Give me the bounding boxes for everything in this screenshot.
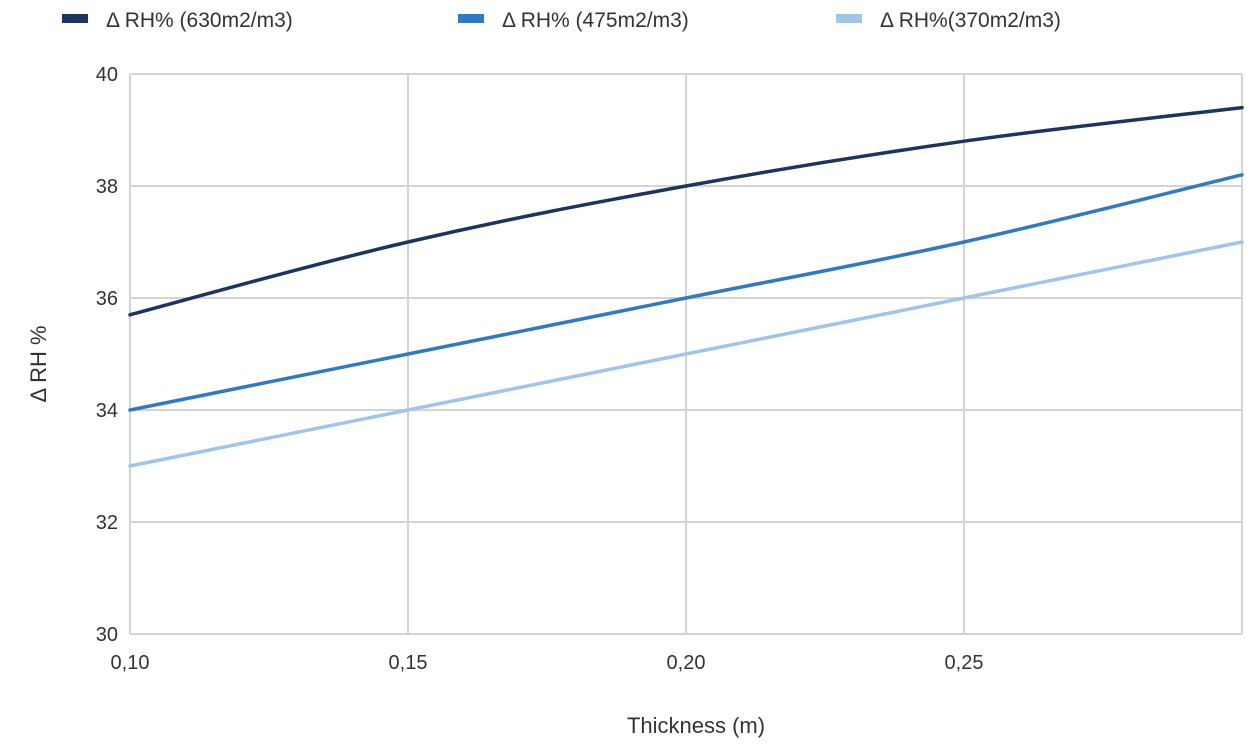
legend-label-3: Δ RH%(370m2/m3) [880,9,1061,32]
series-lines [128,105,1244,468]
y-tick-label: 36 [96,288,118,310]
y-tick-label: 32 [96,512,118,534]
y-tick-label: 34 [96,400,118,422]
series-line-3 [128,240,1244,468]
legend-swatch-3 [836,14,862,23]
legend-label-2: Δ RH% (475m2/m3) [502,9,689,32]
x-tick-label: 0,15 [389,652,428,674]
tick-labels: 30 32 34 36 38 40 0,10 0,15 0,20 0,25 [96,64,984,674]
x-tick-label: 0,20 [667,652,706,674]
x-tick-label: 0,25 [945,652,984,674]
series-line-2 [128,173,1244,412]
legend-swatch-2 [458,14,484,23]
legend-label-1: Δ RH% (630m2/m3) [106,9,293,32]
x-tick-label: 0,10 [111,652,150,674]
y-tick-label: 38 [96,176,118,198]
y-tick-label: 40 [96,64,118,86]
y-axis-title: Δ RH % [26,325,51,402]
legend-swatch-1 [62,14,88,23]
y-tick-label: 30 [96,624,118,646]
x-axis-title: Thickness (m) [627,713,765,738]
series-line-1 [128,105,1244,317]
legend: Δ RH% (630m2/m3) Δ RH% (475m2/m3) Δ RH%(37… [62,9,1061,32]
